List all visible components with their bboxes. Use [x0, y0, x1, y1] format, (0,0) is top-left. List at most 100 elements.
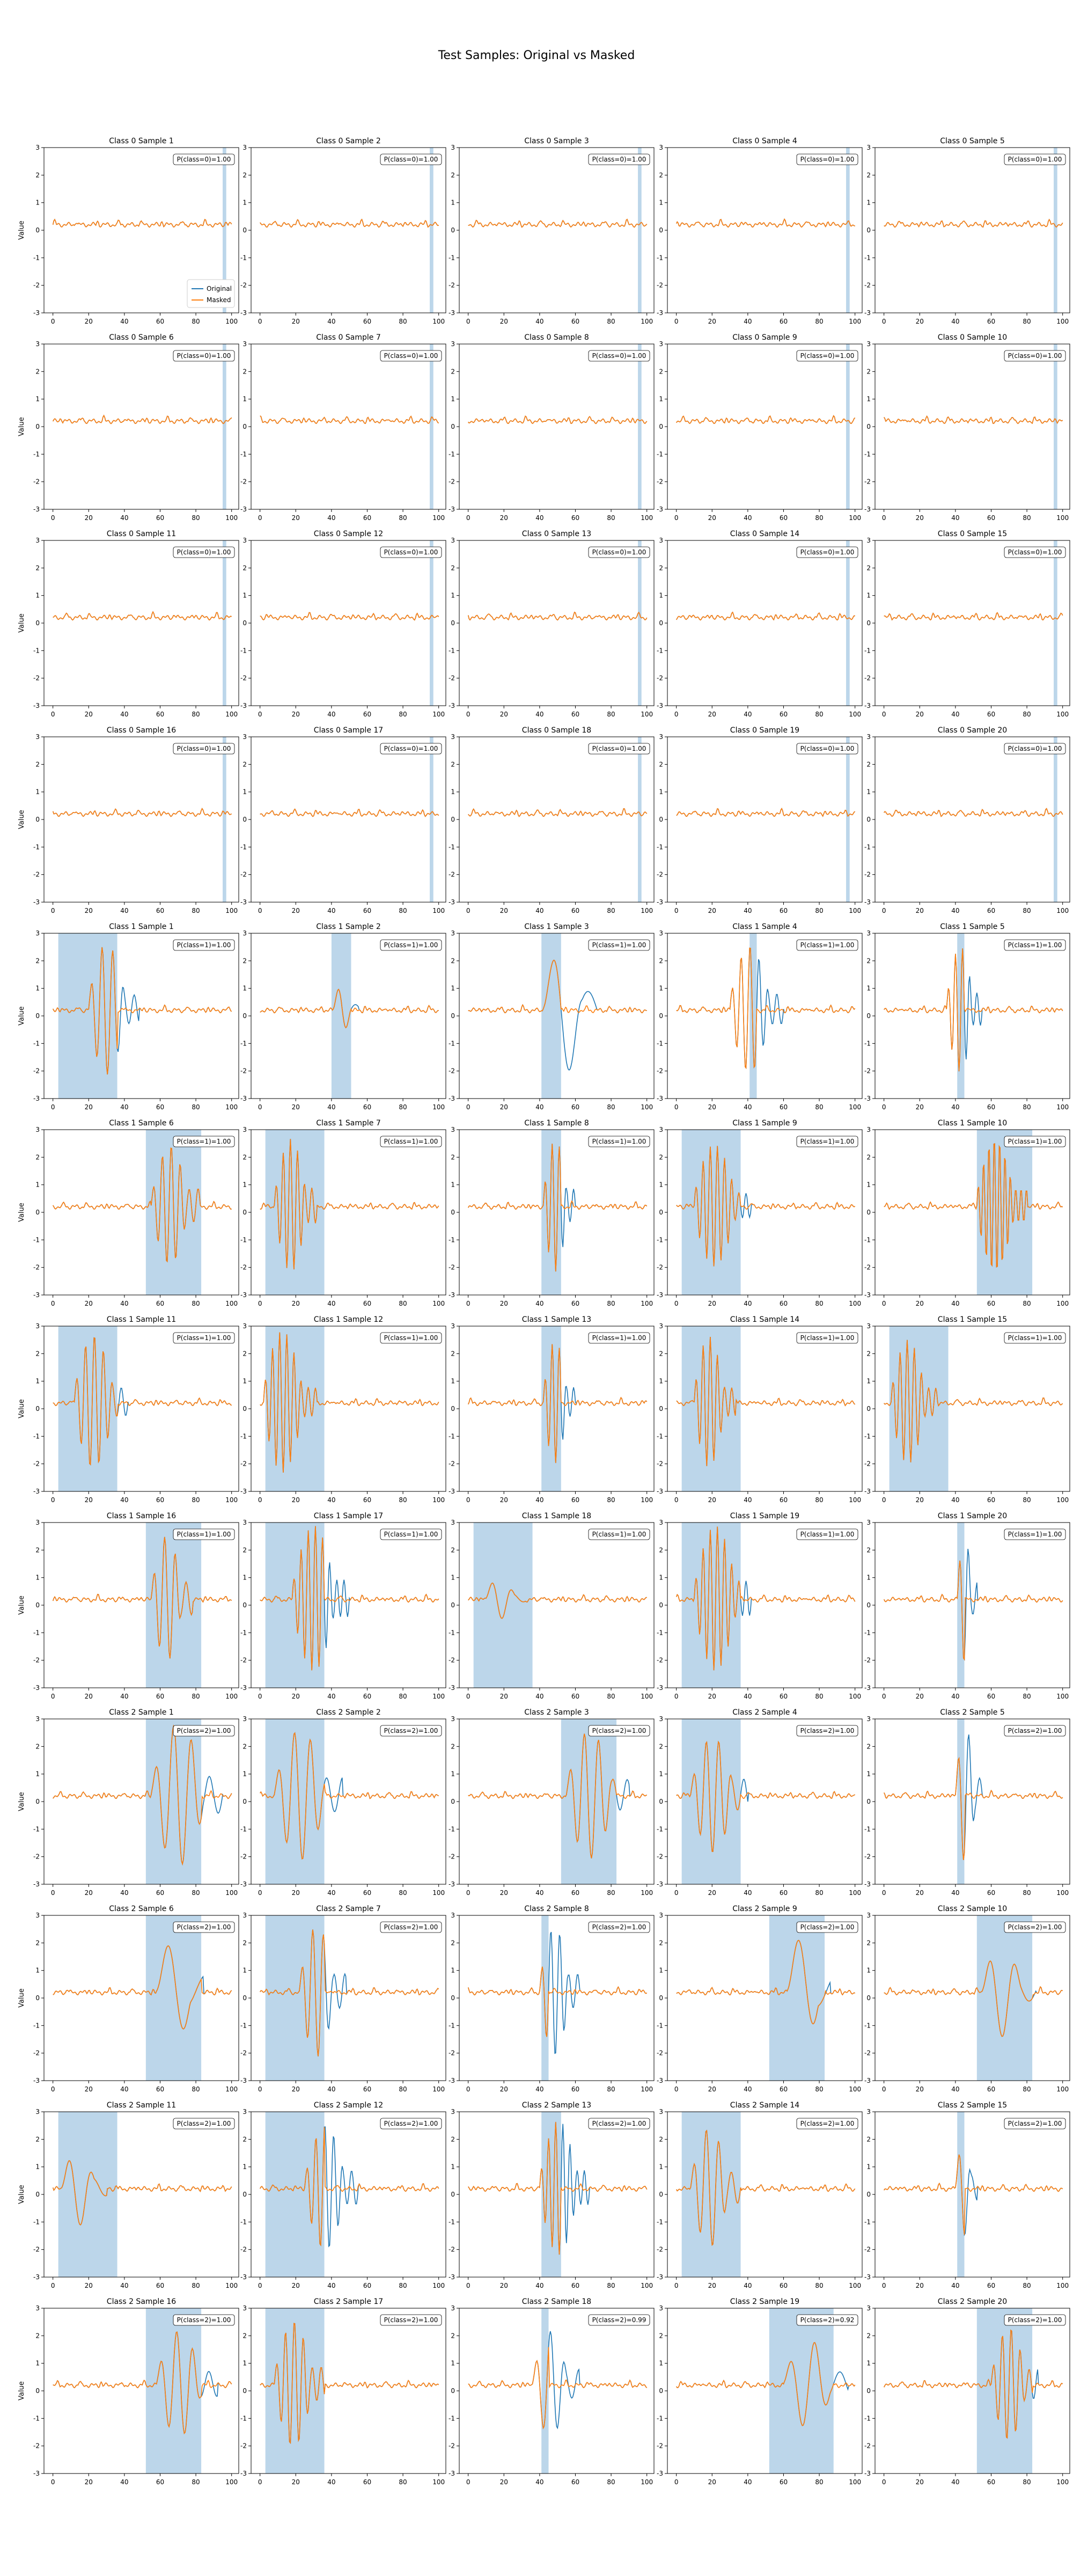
x-tick-label: 40 — [327, 1889, 335, 1897]
probability-box — [588, 743, 650, 755]
y-tick-label: -3 — [449, 1684, 455, 1692]
axes-frame — [874, 1522, 1070, 1688]
y-tick-label: 1 — [242, 1770, 247, 1778]
series-masked-line — [260, 1526, 439, 1671]
y-tick-label: -1 — [657, 254, 663, 261]
x-tick-label: 40 — [951, 2478, 959, 2486]
x-tick-label: 80 — [815, 1103, 823, 1111]
x-tick-label: 80 — [815, 2478, 823, 2486]
x-tick-label: 0 — [51, 1496, 55, 1504]
y-tick-label: -2 — [449, 871, 455, 879]
y-tick-label: -2 — [657, 871, 663, 879]
y-tick-label: -2 — [449, 1067, 455, 1075]
x-tick-label: 40 — [535, 907, 543, 914]
axes-frame — [874, 1915, 1070, 2081]
x-tick-label: 20 — [500, 1496, 508, 1504]
series-original-line — [884, 2154, 1063, 2236]
x-tick-label: 60 — [363, 318, 371, 325]
y-tick-label: 0 — [866, 1601, 871, 1609]
subplot-42: 0 20 40 60 80 100 -3 -2 -1 0 1 2 3 Class 2 Sample 2 P(… — [240, 1708, 446, 1897]
y-tick-label: 2 — [242, 368, 247, 375]
mask-span — [58, 933, 117, 1099]
axes-frame — [667, 933, 863, 1099]
x-tick-label: 100 — [1056, 1300, 1069, 1307]
x-tick-label: 100 — [432, 1889, 445, 1897]
y-tick-label: 0 — [866, 816, 871, 823]
x-tick-label: 20 — [500, 1300, 508, 1307]
y-tick-label: 0 — [242, 1209, 247, 1216]
y-tick-label: 1 — [866, 1574, 871, 1582]
y-tick-label: 1 — [659, 2360, 663, 2367]
x-tick-label: 0 — [882, 1889, 886, 1897]
x-tick-label: 20 — [500, 318, 508, 325]
x-tick-label: 20 — [292, 1889, 300, 1897]
subplot-44: 0 20 40 60 80 100 -3 -2 -1 0 1 2 3 Class 2 Sample 4 P(… — [657, 1708, 863, 1897]
y-tick-label: 1 — [866, 396, 871, 403]
y-tick-label: 0 — [659, 1601, 663, 1609]
y-tick-label: 0 — [866, 226, 871, 234]
x-tick-label: 100 — [641, 1889, 653, 1897]
x-tick-label: 0 — [466, 711, 471, 718]
x-tick-label: 40 — [951, 711, 959, 718]
subplot-title: Class 1 Sample 14 — [730, 1315, 799, 1324]
x-tick-label: 20 — [292, 711, 300, 718]
probability-label: P(class=2)=0.99 — [592, 2316, 646, 2324]
y-tick-label: -3 — [864, 2273, 871, 2281]
y-tick-label: -1 — [449, 254, 455, 261]
y-tick-label: 0 — [242, 816, 247, 823]
y-tick-label: -2 — [657, 675, 663, 682]
series-original-line — [676, 1940, 856, 2025]
x-tick-label: 0 — [258, 2478, 262, 2486]
mask-span — [430, 540, 433, 706]
y-tick-label: -3 — [657, 309, 663, 317]
x-tick-label: 40 — [535, 2085, 543, 2093]
axes-frame — [251, 147, 446, 313]
y-tick-label: -3 — [657, 1488, 663, 1495]
y-tick-label: -1 — [864, 2022, 871, 2029]
x-tick-label: 20 — [916, 1103, 924, 1111]
y-tick-label: -3 — [864, 309, 871, 317]
y-tick-label: 1 — [659, 396, 663, 403]
subplot-title: Class 2 Sample 8 — [524, 1905, 589, 1913]
x-tick-label: 100 — [432, 1103, 445, 1111]
x-tick-label: 100 — [641, 1103, 653, 1111]
y-tick-label: -1 — [33, 1236, 40, 1243]
y-tick-label: -2 — [864, 1264, 871, 1271]
x-tick-label: 100 — [849, 1103, 861, 1111]
x-tick-label: 100 — [225, 1103, 238, 1111]
x-tick-label: 20 — [85, 2282, 93, 2289]
x-tick-label: 60 — [987, 514, 995, 522]
subplot-title: Class 1 Sample 10 — [938, 1119, 1007, 1128]
probability-box — [380, 2118, 442, 2129]
y-tick-label: -3 — [33, 1291, 40, 1299]
x-tick-label: 60 — [780, 1693, 788, 1700]
y-tick-label: 1 — [35, 985, 40, 992]
subplot-2: 0 20 40 60 80 100 -3 -2 -1 0 1 2 3 Class 0 Sample 2 P(… — [240, 137, 446, 325]
probability-box — [1004, 1725, 1066, 1737]
x-tick-label: 0 — [882, 711, 886, 718]
probability-box — [796, 1136, 858, 1147]
y-tick-label: -3 — [240, 309, 247, 317]
x-tick-label: 60 — [156, 1496, 164, 1504]
subplot-title: Class 0 Sample 10 — [938, 333, 1007, 342]
y-tick-label: 1 — [451, 1181, 455, 1189]
y-tick-label: -1 — [33, 2218, 40, 2226]
x-tick-label: 0 — [674, 1103, 679, 1111]
x-tick-label: 60 — [987, 1300, 995, 1307]
x-tick-label: 80 — [192, 1889, 200, 1897]
y-axis-label: Value — [18, 2185, 26, 2204]
y-tick-label: 0 — [242, 619, 247, 627]
mask-span — [430, 344, 433, 509]
axes-frame — [667, 343, 863, 510]
series-masked-line — [260, 2127, 439, 2246]
axes-frame — [43, 1915, 239, 2081]
y-tick-label: 0 — [659, 816, 663, 823]
subplot-title: Class 2 Sample 20 — [938, 2297, 1007, 2306]
subplot-11: 0 20 40 60 80 100 -3 -2 -1 0 1 2 3 Value Class 0 Sampl… — [18, 530, 239, 718]
x-tick-label: 60 — [156, 907, 164, 914]
x-tick-label: 20 — [708, 1496, 716, 1504]
probability-box — [173, 939, 235, 951]
x-tick-label: 20 — [916, 2478, 924, 2486]
y-tick-label: -2 — [657, 1853, 663, 1861]
series-original-line — [883, 1734, 1063, 1861]
